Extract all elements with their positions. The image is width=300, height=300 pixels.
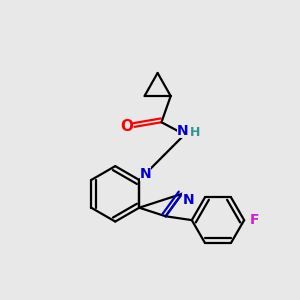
Text: O: O — [120, 119, 133, 134]
Text: N: N — [140, 167, 151, 181]
Text: N: N — [182, 193, 194, 207]
Text: N: N — [177, 124, 189, 139]
Text: H: H — [190, 126, 200, 139]
Text: F: F — [250, 213, 260, 227]
